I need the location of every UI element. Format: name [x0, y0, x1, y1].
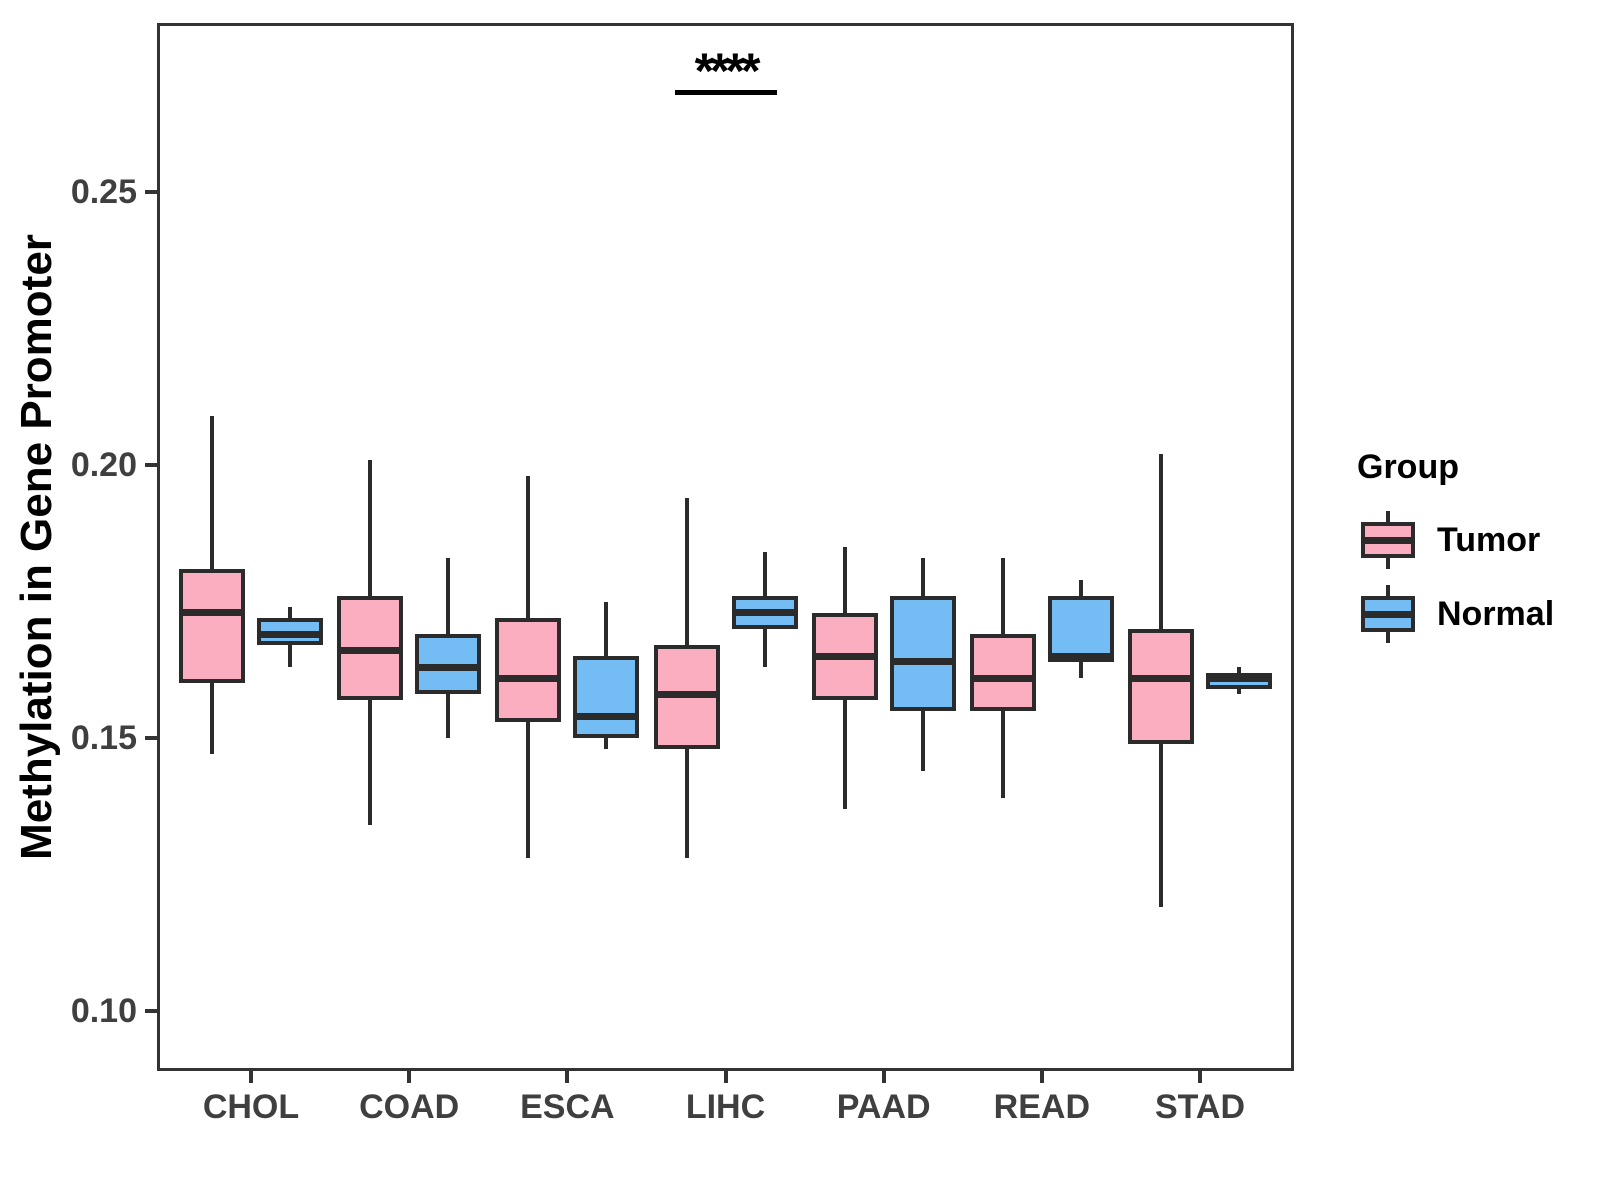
median-tumor-LIHC	[653, 690, 720, 698]
y-tick-mark	[145, 736, 157, 741]
median-normal-ESCA	[573, 712, 640, 720]
x-tick-label: LIHC	[685, 1088, 766, 1126]
whisker-upper-normal-READ	[1078, 579, 1083, 597]
whisker-upper-normal-STAD	[1237, 667, 1241, 673]
y-tick-mark	[145, 463, 157, 468]
whisker-upper-tumor-CHOL	[210, 416, 214, 569]
whisker-upper-normal-LIHC	[762, 552, 767, 597]
legend-entries: Tumor Normal	[1333, 511, 1554, 643]
legend-entry-tumor: Tumor	[1361, 511, 1554, 569]
whisker-lower-normal-COAD	[446, 694, 451, 739]
legend-title: Group	[1357, 448, 1459, 486]
x-tick-label: PAAD	[836, 1088, 931, 1126]
median-tumor-CHOL	[179, 609, 245, 616]
median-normal-CHOL	[257, 630, 323, 638]
legend-boxplot-icon	[1361, 585, 1415, 643]
x-tick-label: CHOL	[202, 1088, 300, 1126]
whisker-lower-normal-PAAD	[920, 710, 925, 771]
whisker-upper-tumor-ESCA	[526, 476, 531, 618]
whisker-upper-tumor-PAAD	[842, 547, 847, 613]
box-normal-ESCA	[573, 656, 640, 739]
whisker-lower-normal-ESCA	[604, 738, 609, 749]
legend-label: Tumor	[1437, 520, 1541, 559]
whisker-lower-normal-STAD	[1237, 688, 1241, 695]
whisker-upper-tumor-LIHC	[684, 497, 689, 646]
y-tick-label: 0.20	[70, 446, 137, 485]
whisker-upper-tumor-READ	[1000, 557, 1005, 635]
whisker-lower-normal-CHOL	[288, 645, 292, 668]
whisker-lower-tumor-CHOL	[210, 683, 214, 755]
whisker-lower-tumor-COAD	[368, 699, 373, 826]
whisker-upper-normal-ESCA	[604, 601, 609, 657]
x-tick-mark	[565, 1071, 570, 1083]
x-tick-mark	[723, 1071, 728, 1083]
x-tick-label: ESCA	[520, 1088, 615, 1126]
whisker-upper-normal-PAAD	[920, 557, 925, 597]
median-tumor-COAD	[337, 647, 404, 655]
box-tumor-ESCA	[495, 617, 562, 722]
box-normal-READ	[1047, 596, 1114, 662]
y-tick-label: 0.10	[70, 991, 137, 1030]
whisker-upper-tumor-COAD	[368, 459, 373, 597]
whisker-upper-normal-CHOL	[288, 607, 292, 618]
x-tick-mark	[1039, 1071, 1044, 1083]
whisker-lower-normal-LIHC	[762, 628, 767, 668]
plot-panel	[157, 23, 1294, 1071]
whisker-lower-normal-READ	[1078, 661, 1083, 678]
x-tick-mark	[249, 1071, 253, 1083]
median-normal-READ	[1047, 652, 1114, 660]
x-tick-label: READ	[993, 1088, 1090, 1126]
y-tick-mark	[145, 1008, 157, 1013]
box-tumor-STAD	[1128, 628, 1194, 744]
whisker-lower-tumor-ESCA	[526, 721, 531, 859]
y-axis-title: Methylation in Gene Promoter	[12, 234, 61, 860]
median-tumor-STAD	[1128, 674, 1194, 682]
legend-boxplot-icon	[1361, 511, 1415, 569]
whisker-lower-tumor-PAAD	[842, 699, 847, 809]
x-tick-label: STAD	[1154, 1088, 1246, 1126]
y-tick-label: 0.15	[70, 719, 137, 758]
whisker-lower-tumor-STAD	[1159, 743, 1163, 908]
y-tick-mark	[145, 190, 157, 195]
whisker-lower-tumor-LIHC	[684, 748, 689, 859]
median-normal-LIHC	[731, 609, 798, 616]
y-tick-label: 0.25	[70, 173, 137, 212]
legend-entry-normal: Normal	[1361, 585, 1554, 643]
median-tumor-ESCA	[495, 674, 562, 682]
x-tick-mark	[407, 1071, 412, 1083]
whisker-upper-normal-COAD	[446, 557, 451, 635]
significance-label: ****	[694, 43, 761, 99]
median-normal-COAD	[415, 663, 482, 671]
median-tumor-READ	[969, 674, 1036, 682]
box-tumor-CHOL	[179, 568, 245, 684]
median-normal-STAD	[1206, 674, 1272, 682]
x-tick-mark	[881, 1071, 886, 1083]
significance-line	[674, 90, 777, 95]
median-tumor-PAAD	[811, 652, 878, 660]
whisker-upper-tumor-STAD	[1159, 454, 1163, 629]
box-normal-PAAD	[889, 596, 956, 711]
legend: Group Tumor Normal	[1333, 448, 1554, 659]
legend-label: Normal	[1437, 594, 1555, 633]
box-tumor-READ	[969, 634, 1036, 711]
x-tick-mark	[1198, 1071, 1202, 1083]
x-tick-label: COAD	[359, 1088, 460, 1126]
median-normal-PAAD	[889, 658, 956, 666]
whisker-lower-tumor-READ	[1000, 710, 1005, 799]
